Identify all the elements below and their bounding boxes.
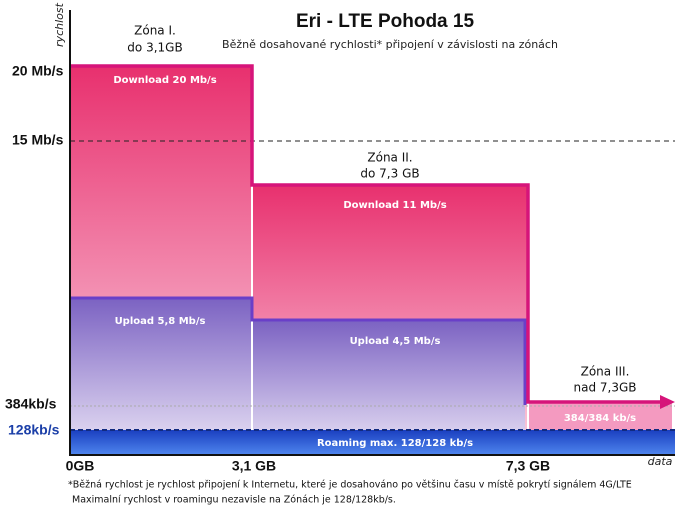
y-tick-label: 20 Mb/s	[12, 63, 64, 79]
upload-area	[70, 298, 252, 455]
upload-line	[70, 296, 527, 405]
zone-limit: do 3,1GB	[127, 41, 182, 55]
upload-label: Upload 4,5 Mb/s	[350, 336, 441, 347]
download-label: Download 20 Mb/s	[113, 75, 216, 86]
y-tick-label: 128kb/s	[8, 422, 60, 438]
subtitle: Běžně dosahované rychlosti* připojení v …	[222, 38, 558, 51]
x-tick-label: 0GB	[66, 458, 95, 474]
areas	[69, 10, 675, 456]
zone-limit: nad 7,3GB	[573, 381, 636, 395]
x-axis-label: data	[648, 455, 673, 468]
title: Eri - LTE Pohoda 15	[296, 11, 474, 32]
y-axis-label: rychlost	[53, 2, 66, 47]
x-tick-label: 3,1 GB	[232, 458, 276, 474]
zone-limit: do 7,3 GB	[360, 167, 419, 181]
x-tick-label: 7,3 GB	[506, 458, 550, 474]
roaming-band	[70, 430, 675, 455]
y-tick-label: 384kb/s	[5, 396, 57, 412]
footnote: Maximalní rychlost v roamingu nezavisle …	[72, 495, 396, 506]
download-line	[70, 64, 662, 404]
footnote: *Běžná rychlost je rychlost připojení k …	[68, 480, 632, 491]
roaming-label: Roaming max. 128/128 kb/s	[317, 438, 473, 449]
arrow	[660, 395, 675, 409]
y-tick-label: 15 Mb/s	[12, 132, 64, 148]
zone-name: Zóna III.	[581, 365, 630, 379]
download-label: Download 11 Mb/s	[343, 200, 446, 211]
zone-name: Zóna II.	[367, 151, 412, 165]
speed-label: 384/384 kb/s	[564, 413, 636, 424]
upload-label: Upload 5,8 Mb/s	[115, 316, 206, 327]
zone-name: Zóna I.	[134, 24, 176, 38]
